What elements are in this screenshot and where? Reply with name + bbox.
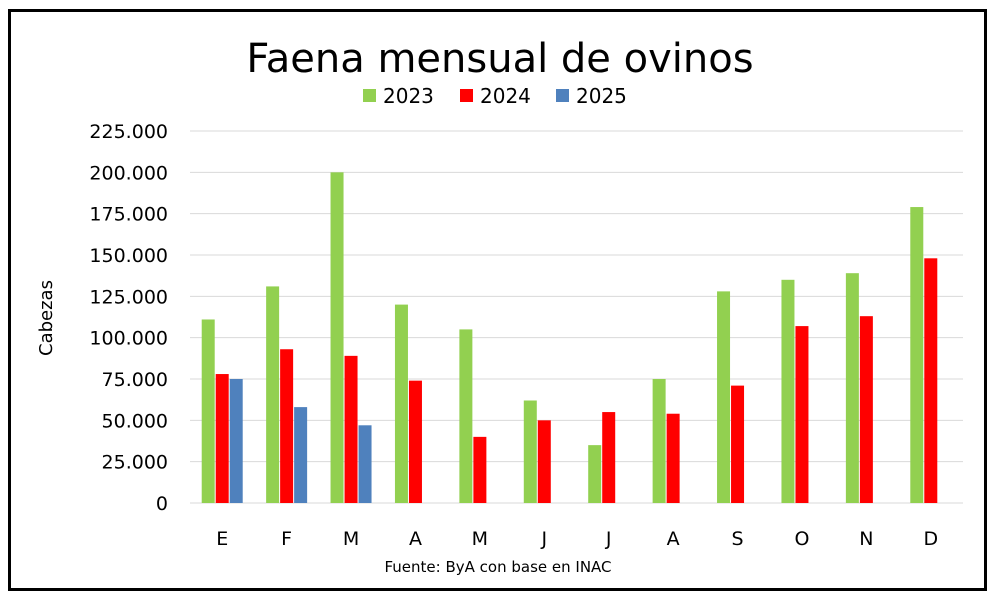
y-tick-label: 0: [156, 493, 168, 515]
y-tick-label: 75.000: [102, 369, 168, 391]
bar-2023: [781, 279, 795, 503]
x-tick-label: J: [540, 528, 547, 550]
y-tick-label: 200.000: [89, 162, 168, 184]
x-tick-label: N: [859, 528, 873, 550]
legend-label-2024: 2024: [480, 84, 531, 108]
bar-2023: [394, 304, 408, 503]
gridlines: [190, 130, 963, 504]
bar-2024: [602, 412, 616, 503]
x-tick-label: A: [667, 528, 680, 550]
bar-2024: [473, 436, 487, 503]
bar-2023: [459, 329, 473, 503]
bar-2024: [537, 420, 551, 503]
bar-2023: [266, 286, 280, 503]
y-tick-label: 25.000: [102, 452, 168, 474]
bar-2024: [408, 380, 422, 503]
x-tick-label: A: [409, 528, 422, 550]
x-tick-label: D: [923, 528, 938, 550]
bar-2023: [588, 445, 602, 503]
x-tick-label: O: [794, 528, 809, 550]
bar-2024: [344, 355, 358, 503]
bar-2024: [666, 413, 680, 503]
bar-2024: [859, 316, 873, 503]
legend-swatch-2025: [556, 89, 569, 102]
bar-2023: [523, 400, 537, 503]
legend: 2023 2024 2025: [363, 84, 627, 108]
x-tick-label: E: [216, 528, 228, 550]
legend-label-2025: 2025: [576, 84, 627, 108]
bar-2024: [924, 258, 938, 503]
bar-2023: [845, 273, 859, 503]
bar-2024: [731, 385, 745, 503]
legend-swatch-2023: [363, 89, 376, 102]
chart-frame: [8, 9, 987, 591]
y-axis-label: Cabezas: [36, 280, 57, 356]
x-tick-label: F: [281, 528, 292, 550]
x-tick-label: S: [732, 528, 744, 550]
bar-2024: [215, 374, 229, 503]
bar-2023: [652, 379, 666, 503]
y-tick-label: 50.000: [102, 410, 168, 432]
y-tick-label: 125.000: [89, 286, 168, 308]
bar-2024: [280, 349, 294, 503]
bar-2025: [294, 407, 308, 503]
bar-2023: [717, 291, 731, 503]
bar-2023: [201, 319, 215, 503]
x-tick-label: J: [605, 528, 612, 550]
y-axis-ticks: 0 25.000 50.000 75.000 100.000 125.000 150.000…: [89, 121, 168, 515]
legend-label-2023: 2023: [383, 84, 434, 108]
x-tick-label: M: [343, 528, 359, 550]
bar-2023: [910, 207, 924, 503]
bar-2023: [330, 172, 344, 504]
bar-2024: [795, 326, 809, 503]
x-tick-label: M: [472, 528, 488, 550]
y-tick-label: 175.000: [89, 204, 168, 226]
legend-swatch-2024: [460, 89, 473, 102]
chart-title: Faena mensual de ovinos: [246, 36, 753, 82]
bar-2025: [358, 425, 372, 503]
source-note: Fuente: ByA con base en INAC: [384, 558, 611, 576]
bars: [201, 172, 938, 504]
y-tick-label: 100.000: [89, 328, 168, 350]
y-tick-label: 225.000: [89, 121, 168, 143]
y-tick-label: 150.000: [89, 245, 168, 267]
bar-2025: [229, 379, 243, 503]
